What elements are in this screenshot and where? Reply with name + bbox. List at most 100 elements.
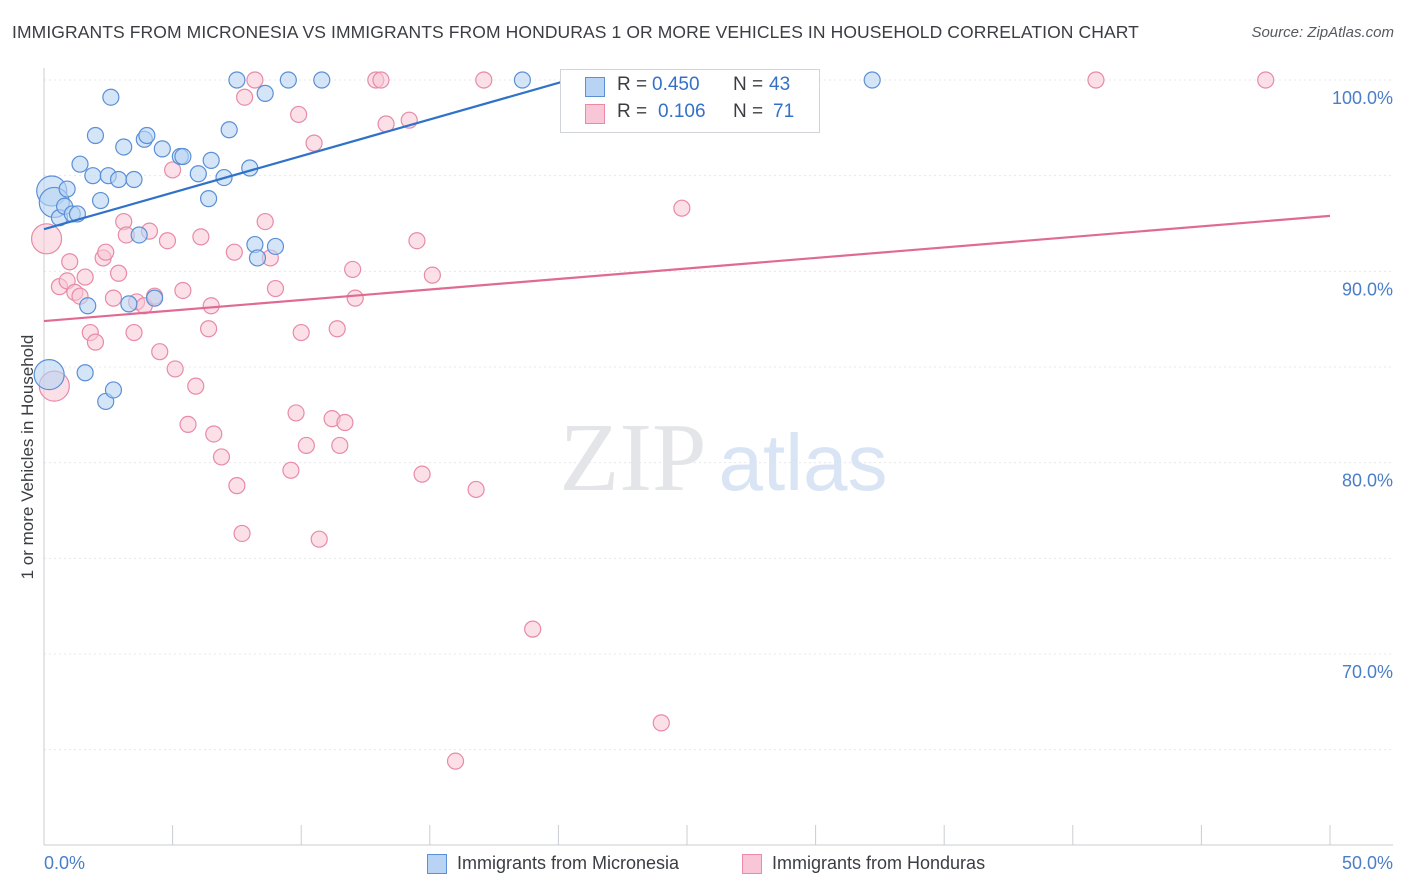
data-point — [673, 199, 691, 217]
x-tick-label: 50.0% — [1342, 853, 1393, 873]
data-point — [61, 253, 79, 271]
data-point — [297, 436, 315, 455]
data-point — [336, 413, 354, 432]
data-point — [104, 381, 123, 399]
data-point — [413, 465, 431, 483]
data-point — [475, 71, 493, 89]
data-point — [310, 530, 328, 548]
trend-line-micronesia — [43, 69, 603, 231]
data-point — [200, 320, 218, 338]
data-point — [225, 243, 243, 261]
legend-n-label: N = — [733, 74, 764, 95]
data-point — [279, 71, 297, 89]
data-point — [287, 404, 305, 422]
data-point — [125, 323, 143, 342]
data-point — [372, 71, 390, 89]
data-point — [292, 323, 310, 342]
data-point — [30, 223, 63, 255]
series-name-honduras: Immigrants from Honduras — [772, 853, 986, 873]
y-tick-label: 80.0% — [1342, 471, 1393, 491]
legend-swatch-honduras — [585, 104, 605, 124]
data-point — [212, 448, 231, 466]
y-tick-label: 90.0% — [1342, 279, 1393, 299]
data-point — [104, 289, 123, 307]
trend-line-honduras — [43, 214, 1331, 323]
data-point — [1257, 71, 1275, 89]
legend-swatch-micronesia — [585, 77, 605, 97]
data-point — [174, 147, 192, 166]
data-point — [58, 180, 76, 198]
data-point — [145, 289, 164, 307]
legend-n-value: 43 — [769, 74, 791, 95]
data-point — [158, 232, 177, 250]
data-point — [120, 295, 138, 313]
series-honduras-points — [30, 71, 1275, 770]
data-point — [408, 232, 426, 250]
data-point — [151, 343, 169, 361]
x-tick-labels: 0.0% 50.0% — [44, 853, 1393, 873]
data-point — [153, 140, 171, 158]
data-point — [246, 71, 264, 89]
data-point — [467, 480, 485, 499]
data-point — [130, 226, 148, 244]
data-point — [236, 88, 254, 106]
legend-r-value: 0.106 — [658, 101, 706, 122]
grid-lines — [44, 79, 1394, 751]
data-point — [76, 364, 94, 382]
data-point — [228, 477, 246, 495]
source-label: Source: ZipAtlas.com — [1251, 24, 1394, 41]
data-point — [125, 170, 143, 189]
data-point — [84, 167, 102, 185]
series-swatch-honduras — [742, 854, 762, 874]
legend-r-label: R = — [617, 101, 648, 122]
data-point — [652, 714, 670, 732]
data-point — [200, 190, 218, 208]
data-point — [228, 71, 246, 89]
data-point — [266, 279, 285, 298]
data-point — [313, 71, 331, 89]
y-tick-labels: 70.0% 80.0% 90.0% 100.0% — [1332, 88, 1393, 682]
data-point — [328, 320, 346, 338]
data-point — [266, 237, 285, 256]
data-point — [164, 161, 182, 179]
data-point — [305, 134, 323, 152]
data-point — [174, 281, 192, 300]
data-point — [166, 360, 184, 378]
data-point — [109, 170, 128, 189]
data-point — [220, 121, 238, 139]
data-point — [102, 88, 120, 106]
data-point — [256, 212, 274, 231]
trend-lines — [43, 69, 1331, 323]
data-point — [205, 425, 223, 443]
data-point — [97, 243, 115, 261]
legend-r-label: R = — [617, 74, 648, 95]
legend-r-value: 0.450 — [652, 74, 700, 95]
data-point — [524, 620, 542, 638]
data-point — [192, 228, 210, 246]
y-axis-label: 1 or more Vehicles in Household — [18, 335, 37, 580]
watermark-atlas: atlas — [719, 418, 888, 507]
data-point — [115, 138, 133, 156]
data-point — [863, 71, 881, 89]
data-point — [91, 191, 110, 210]
data-point — [187, 377, 205, 395]
series-swatch-micronesia — [427, 854, 447, 874]
stats-legend: R = 0.450 N = 43 R = 0.106 N = 71 — [560, 69, 820, 133]
data-point — [202, 151, 220, 169]
series-name-micronesia: Immigrants from Micronesia — [457, 853, 680, 873]
watermark: ZIP atlas — [560, 404, 888, 512]
data-point — [248, 249, 267, 267]
data-point — [290, 105, 308, 124]
watermark-zip: ZIP — [560, 404, 707, 512]
data-point — [331, 436, 349, 455]
x-tick-label: 0.0% — [44, 853, 85, 873]
data-point — [76, 268, 94, 286]
data-point — [446, 752, 465, 770]
data-point — [138, 126, 156, 145]
legend-n-label: N = — [733, 101, 764, 122]
data-point — [346, 289, 364, 307]
data-point — [179, 415, 197, 433]
chart-title: IMMIGRANTS FROM MICRONESIA VS IMMIGRANTS… — [12, 22, 1139, 42]
data-point — [1087, 71, 1105, 89]
